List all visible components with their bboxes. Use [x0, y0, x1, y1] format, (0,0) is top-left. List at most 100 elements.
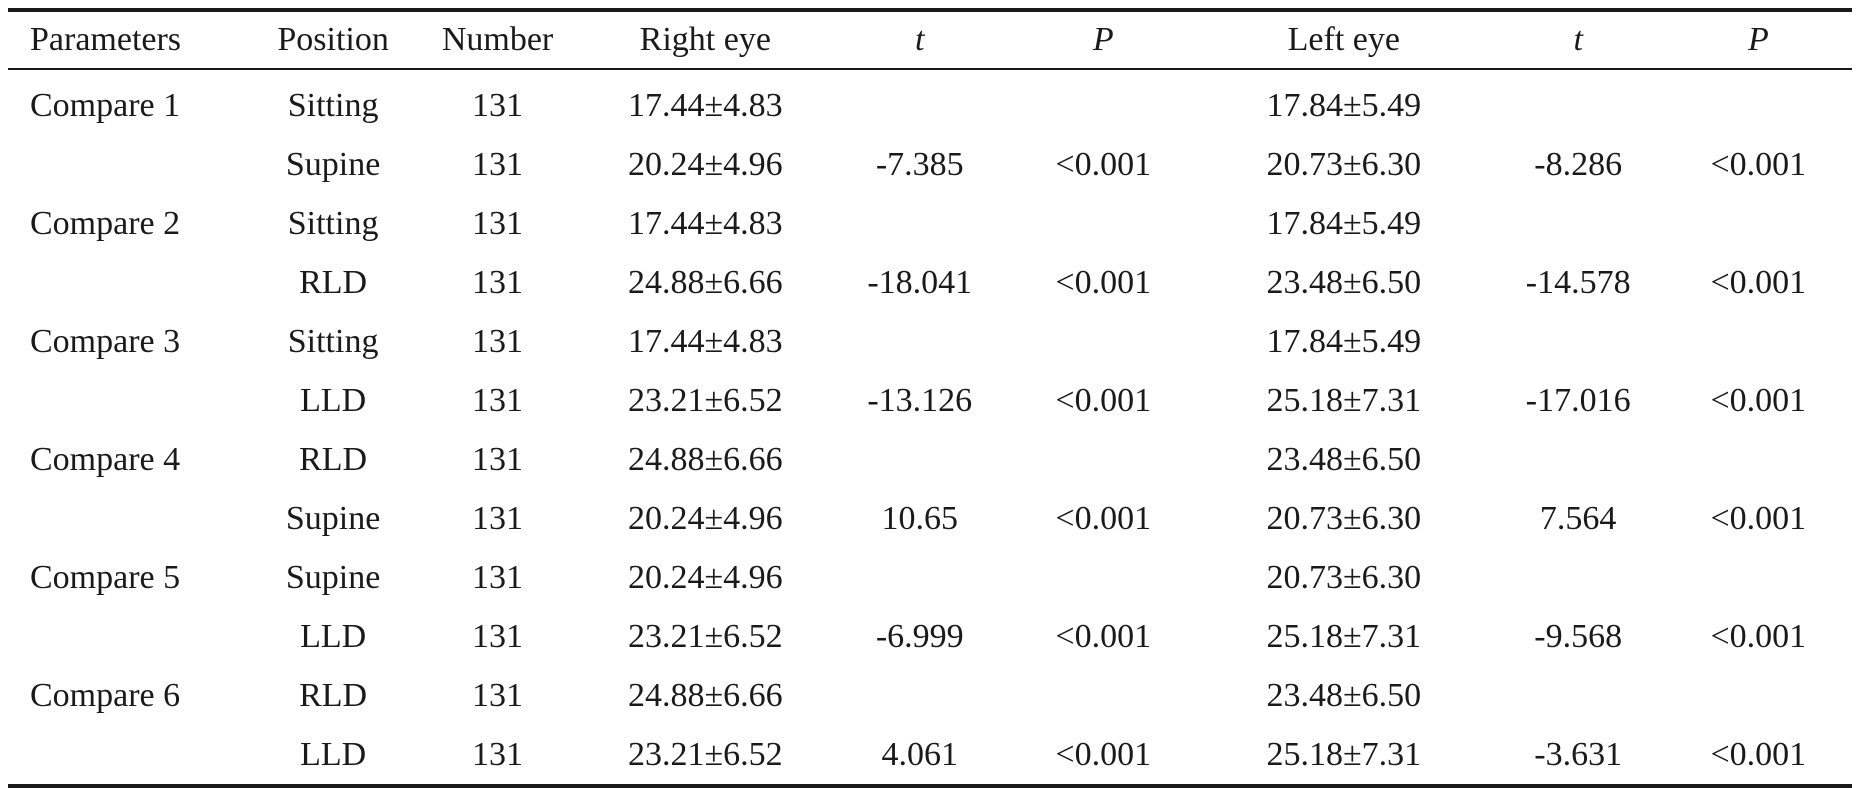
cell-left-t [1492, 430, 1665, 489]
cell-position: LLD [300, 617, 367, 655]
cell-left-p: <0.001 [1710, 145, 1807, 183]
table-row: LLD 131 23.21±6.52 -6.999 <0.001 25.18±7.31 -9… [8, 607, 1852, 666]
table-row: Supine 131 20.24±4.96 -7.385 <0.001 20.73±6.3… [8, 135, 1852, 194]
cell-left-p: <0.001 [1710, 617, 1807, 655]
header-right-t: t [915, 21, 925, 58]
cell-parameters: Compare 1 [30, 86, 181, 124]
cell-left-p: <0.001 [1710, 499, 1807, 537]
cell-right-eye: 24.88±6.66 [627, 263, 783, 301]
cell-left-t [1492, 69, 1665, 135]
header-number: Number [441, 21, 554, 58]
cell-number: 131 [472, 86, 524, 124]
cell-position: Sitting [287, 86, 379, 124]
cell-right-eye: 17.44±4.83 [627, 322, 783, 360]
cell-right-p [1011, 548, 1196, 607]
cell-right-p: <0.001 [1055, 735, 1152, 773]
cell-number: 131 [472, 263, 524, 301]
table-row: Compare 4 RLD 131 24.88±6.66 23.48±6.50 [8, 430, 1852, 489]
cell-left-t [1492, 312, 1665, 371]
cell-right-p [1011, 312, 1196, 371]
cell-position: Supine [285, 558, 381, 596]
cell-left-t: -3.631 [1534, 735, 1623, 773]
cell-left-t: -9.568 [1534, 617, 1623, 655]
cell-position: RLD [299, 440, 368, 478]
cell-right-t: -18.041 [867, 263, 973, 301]
cell-right-eye: 23.21±6.52 [627, 617, 783, 655]
table-row: Compare 6 RLD 131 24.88±6.66 23.48±6.50 [8, 666, 1852, 725]
cell-left-eye: 23.48±6.50 [1266, 676, 1422, 714]
cell-number: 131 [472, 322, 524, 360]
cell-right-p [1011, 430, 1196, 489]
cell-position: LLD [300, 735, 367, 773]
table-row: RLD 131 24.88±6.66 -18.041 <0.001 23.48±6.50 -… [8, 253, 1852, 312]
header-position: Position [277, 21, 389, 58]
cell-right-t [829, 548, 1011, 607]
cell-number: 131 [472, 381, 524, 419]
cell-left-p: <0.001 [1710, 263, 1807, 301]
cell-position: LLD [300, 381, 367, 419]
table-header: Parameters Position Number Right eye t P… [8, 10, 1852, 69]
cell-parameters [8, 489, 253, 548]
cell-position: Supine [285, 145, 381, 183]
cell-left-eye: 23.48±6.50 [1266, 440, 1422, 478]
cell-left-eye: 23.48±6.50 [1266, 263, 1422, 301]
cell-number: 131 [472, 145, 524, 183]
cell-right-t: 10.65 [881, 499, 959, 537]
cell-left-eye: 20.73±6.30 [1266, 145, 1422, 183]
cell-position: Supine [285, 499, 381, 537]
cell-right-p: <0.001 [1055, 145, 1152, 183]
cell-left-t [1492, 194, 1665, 253]
results-table: Parameters Position Number Right eye t P… [8, 8, 1852, 788]
cell-left-p: <0.001 [1710, 381, 1807, 419]
cell-number: 131 [472, 204, 524, 242]
cell-right-eye: 24.88±6.66 [627, 440, 783, 478]
cell-right-eye: 17.44±4.83 [627, 204, 783, 242]
cell-left-t: 7.564 [1539, 499, 1617, 537]
table-body: Compare 1 Sitting 131 17.44±4.83 17.84±5.49 S… [8, 69, 1852, 786]
cell-left-p [1665, 194, 1852, 253]
cell-left-eye: 25.18±7.31 [1266, 381, 1422, 419]
cell-parameters: Compare 2 [30, 204, 181, 242]
cell-left-eye: 17.84±5.49 [1266, 86, 1422, 124]
cell-left-p [1665, 666, 1852, 725]
cell-parameters [8, 371, 253, 430]
cell-number: 131 [472, 676, 524, 714]
cell-left-eye: 17.84±5.49 [1266, 204, 1422, 242]
cell-number: 131 [472, 558, 524, 596]
cell-parameters: Compare 5 [30, 558, 181, 596]
cell-position: RLD [299, 676, 368, 714]
table-row: Compare 3 Sitting 131 17.44±4.83 17.84±5.49 [8, 312, 1852, 371]
cell-right-p: <0.001 [1055, 263, 1152, 301]
cell-right-t [829, 69, 1011, 135]
cell-number: 131 [472, 440, 524, 478]
cell-right-t: -13.126 [867, 381, 973, 419]
cell-right-p [1011, 194, 1196, 253]
cell-left-eye: 20.73±6.30 [1266, 558, 1422, 596]
cell-right-p: <0.001 [1055, 499, 1152, 537]
cell-left-t [1492, 666, 1665, 725]
cell-right-t [829, 666, 1011, 725]
cell-right-t: -7.385 [875, 145, 964, 183]
cell-left-eye: 17.84±5.49 [1266, 322, 1422, 360]
cell-left-p [1665, 430, 1852, 489]
header-right-p: P [1092, 21, 1114, 58]
cell-left-p [1665, 69, 1852, 135]
header-left-t: t [1573, 21, 1583, 58]
results-table-container: Parameters Position Number Right eye t P… [8, 8, 1852, 788]
cell-number: 131 [472, 499, 524, 537]
cell-right-eye: 23.21±6.52 [627, 381, 783, 419]
cell-right-eye: 17.44±4.83 [627, 86, 783, 124]
cell-left-t: -17.016 [1525, 381, 1631, 419]
header-parameters: Parameters [30, 21, 182, 58]
cell-left-t: -14.578 [1525, 263, 1631, 301]
table-row: Supine 131 20.24±4.96 10.65 <0.001 20.73±6.30… [8, 489, 1852, 548]
cell-parameters [8, 607, 253, 666]
cell-right-p: <0.001 [1055, 617, 1152, 655]
cell-position: Sitting [287, 322, 379, 360]
cell-right-t [829, 312, 1011, 371]
cell-position: Sitting [287, 204, 379, 242]
cell-left-eye: 20.73±6.30 [1266, 499, 1422, 537]
cell-left-t [1492, 548, 1665, 607]
cell-parameters: Compare 4 [30, 440, 181, 478]
cell-right-t [829, 430, 1011, 489]
